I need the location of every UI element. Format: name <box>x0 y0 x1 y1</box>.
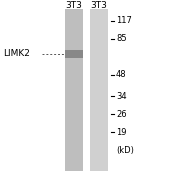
Text: 3T3: 3T3 <box>91 1 107 10</box>
Text: 34: 34 <box>116 92 127 101</box>
Text: 26: 26 <box>116 110 127 119</box>
Text: (kD): (kD) <box>116 146 134 155</box>
Bar <box>90 9 108 171</box>
Text: 3T3: 3T3 <box>65 1 82 10</box>
Text: 48: 48 <box>116 70 127 79</box>
Text: LIMK2: LIMK2 <box>4 50 30 59</box>
Bar <box>65 9 83 171</box>
Bar <box>65 50 83 58</box>
Text: 85: 85 <box>116 34 127 43</box>
Text: 19: 19 <box>116 128 127 137</box>
Text: 117: 117 <box>116 16 132 25</box>
